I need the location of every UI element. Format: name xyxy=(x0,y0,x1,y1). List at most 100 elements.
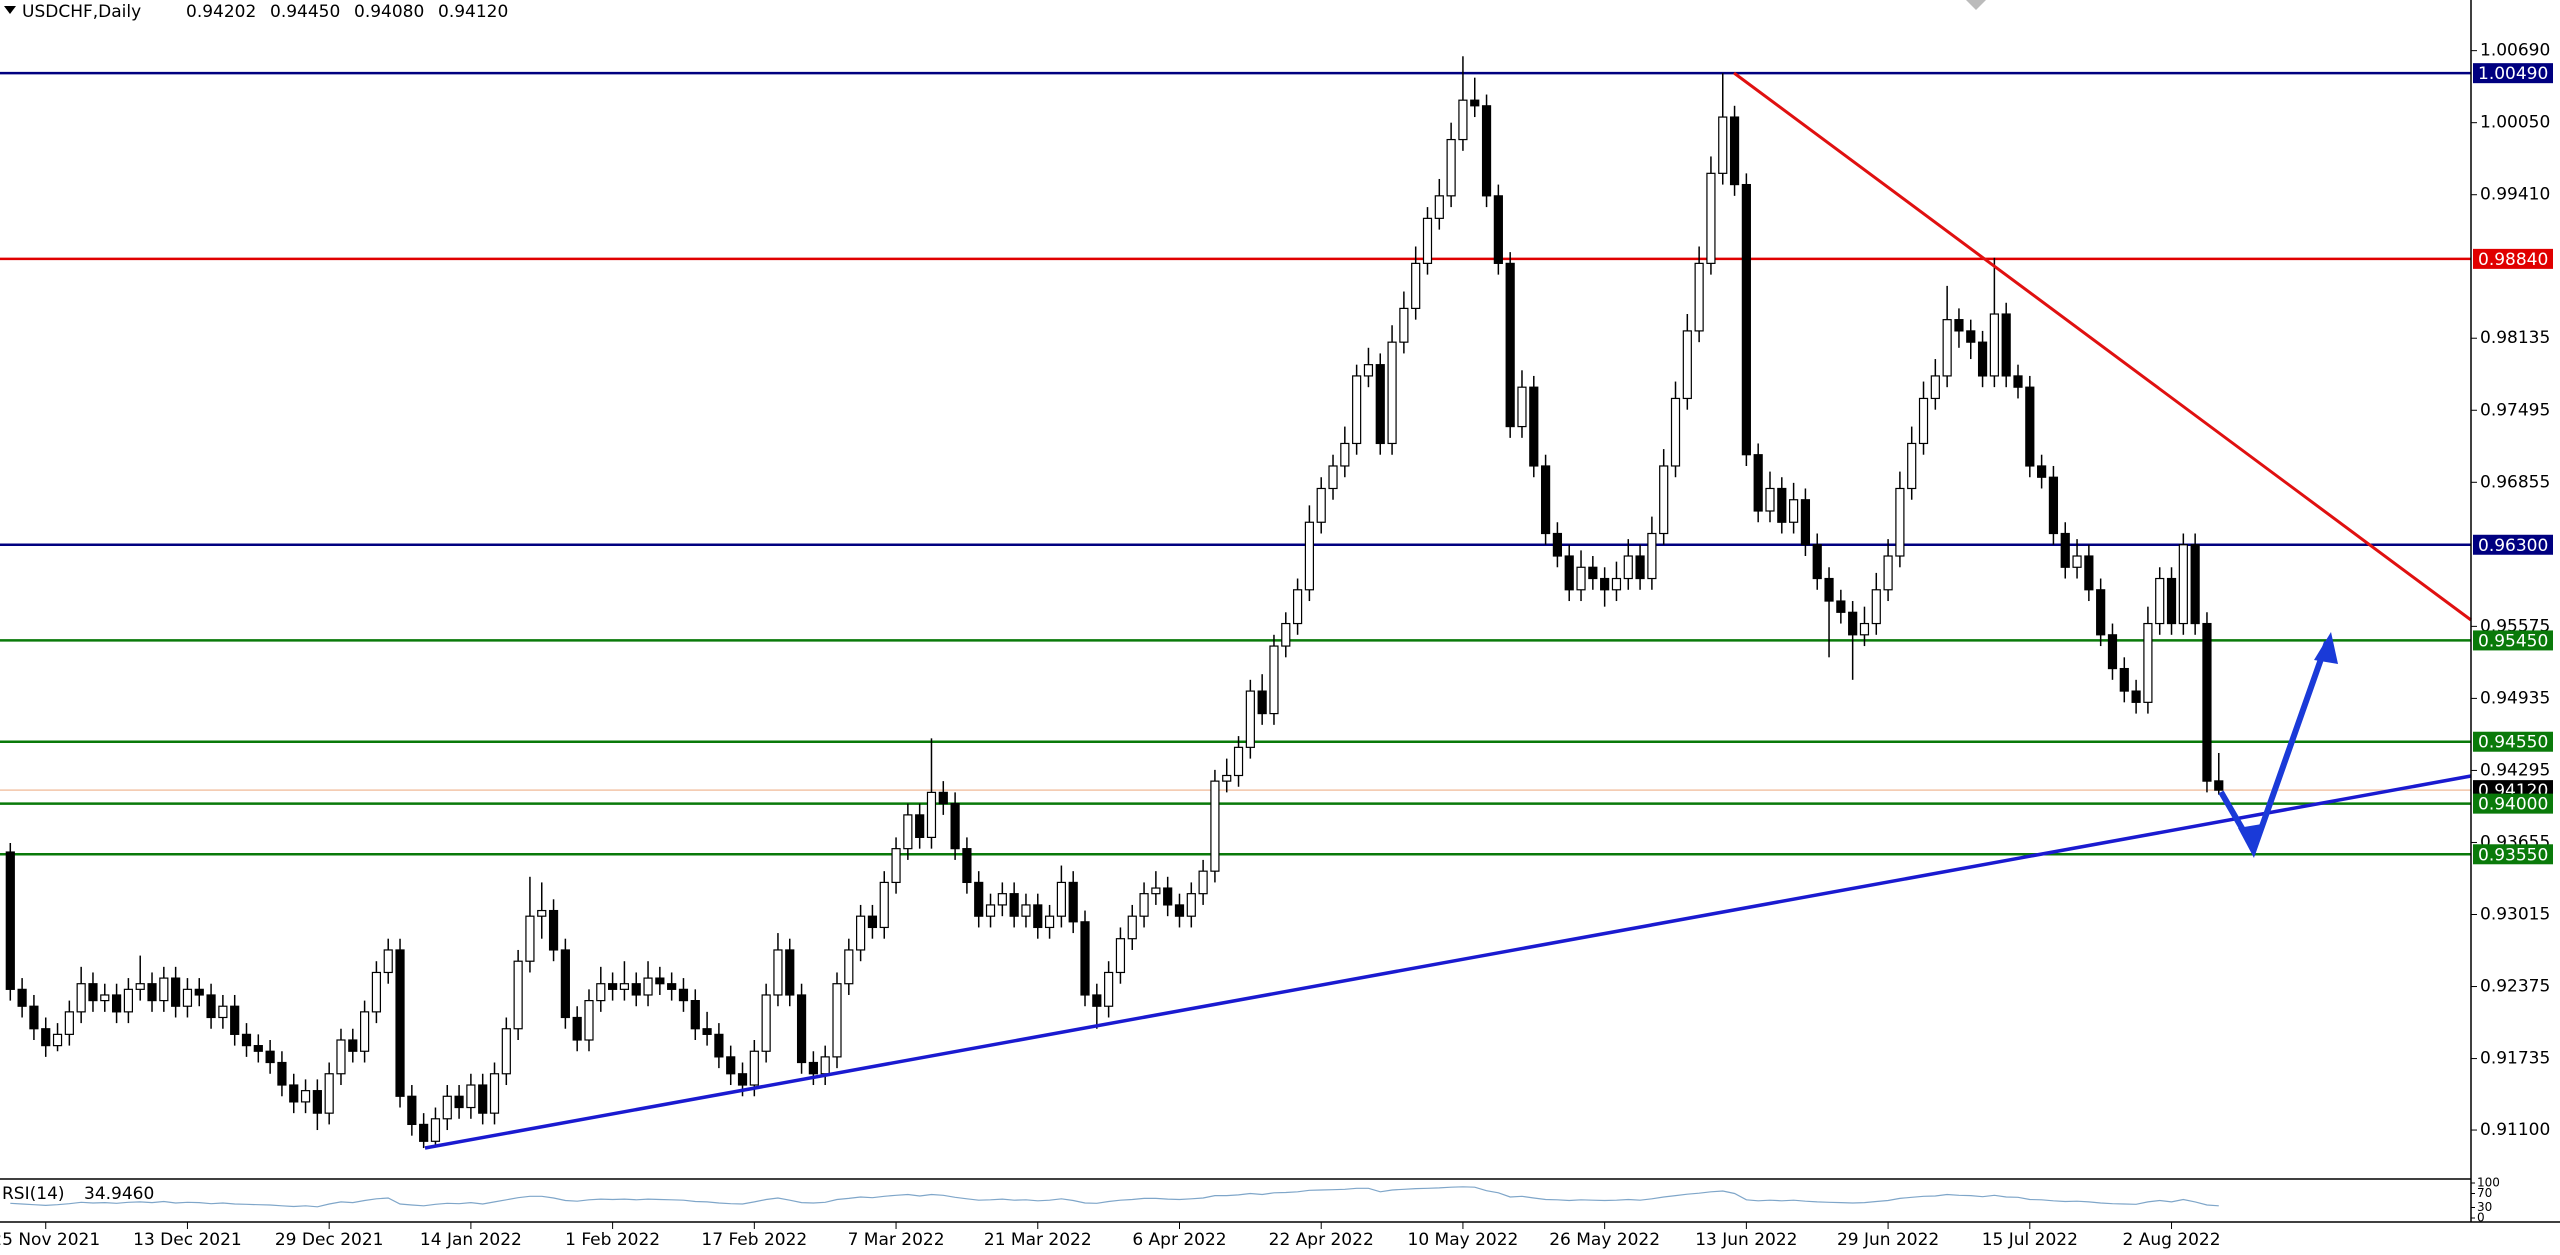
level-label: 0.96300 xyxy=(2478,536,2548,556)
support-trendline xyxy=(424,774,2472,1150)
candle-body xyxy=(1659,465,1669,535)
candle-body xyxy=(1706,172,1716,264)
candle-body xyxy=(796,994,807,1064)
candle-body xyxy=(1411,262,1421,309)
candle-body xyxy=(926,791,937,838)
candle-body xyxy=(974,881,984,917)
x-tick-label: 6 Apr 2022 xyxy=(1132,1230,1226,1250)
candle-body xyxy=(596,983,606,1002)
candle-body xyxy=(2155,577,2165,625)
candle-body xyxy=(1068,881,1078,923)
candle-body xyxy=(52,1033,63,1047)
candle-body xyxy=(76,983,86,1013)
candle-body xyxy=(2214,780,2224,791)
y-tick-label: 1.00050 xyxy=(2480,113,2550,133)
candle-body xyxy=(182,988,193,1007)
candle-body xyxy=(1966,330,1976,343)
candle-body xyxy=(442,1095,452,1120)
rsi-line xyxy=(10,1186,2219,1208)
x-tick-label: 29 Dec 2021 xyxy=(275,1230,384,1250)
level-label-box xyxy=(2473,248,2553,269)
candle-body xyxy=(1848,611,1858,636)
candle-body xyxy=(1623,555,1633,580)
candle-body xyxy=(1930,375,1940,400)
candle-body xyxy=(2119,667,2129,692)
candle-body xyxy=(1399,307,1409,343)
candle-body xyxy=(407,1095,417,1126)
menu-triangle xyxy=(4,6,16,14)
candle-body xyxy=(832,983,842,1058)
candle-body xyxy=(1163,887,1173,906)
candle-body xyxy=(41,1028,51,1047)
candle-body xyxy=(856,915,866,951)
candle-body xyxy=(1352,375,1362,445)
arrow-head xyxy=(2314,632,2338,664)
candle-body xyxy=(1907,442,1917,490)
candle-body xyxy=(1753,454,1763,512)
candle-body xyxy=(1800,499,1811,546)
y-tick-label: 0.96855 xyxy=(2480,472,2550,492)
level-label: 0.94000 xyxy=(2478,795,2548,815)
candle-body xyxy=(1316,487,1326,523)
rsi-value: 34.9460 xyxy=(84,1184,154,1204)
candle-body xyxy=(1859,622,1870,636)
candle-body xyxy=(1836,600,1846,613)
candle-body xyxy=(1540,465,1551,535)
axes: 1.00690 1.00050 0.99410 0.98135 0.97495 0.968… xyxy=(0,41,2550,1250)
candle-body xyxy=(206,994,216,1019)
candle-body xyxy=(808,1061,818,1075)
candles xyxy=(5,56,2224,1149)
candle-body xyxy=(1186,893,1196,917)
candle-body xyxy=(1115,938,1126,974)
candle-body xyxy=(324,1073,334,1114)
candle-body xyxy=(1576,566,1586,591)
candle-body xyxy=(1174,904,1185,917)
candle-body xyxy=(1257,690,1267,715)
candle-body xyxy=(584,1000,594,1041)
candle-body xyxy=(1222,774,1232,782)
candle-body xyxy=(2037,465,2047,478)
marker xyxy=(1966,0,1986,10)
candle-body xyxy=(2166,577,2177,625)
symbol-title: USDCHF,Daily xyxy=(22,2,141,22)
candle-body xyxy=(915,814,925,838)
candle-body xyxy=(950,803,960,850)
candle-body xyxy=(867,915,878,929)
candle-body xyxy=(1092,994,1102,1007)
candle-body xyxy=(714,1033,724,1058)
candle-body xyxy=(537,909,547,917)
candle-body xyxy=(17,988,27,1007)
candle-body xyxy=(1056,881,1066,917)
candle-body xyxy=(1470,99,1480,107)
candle-body xyxy=(1765,487,1775,512)
candle-body xyxy=(159,977,169,1002)
rsi-name: RSI(14) xyxy=(2,1184,65,1204)
y-tick-label: 0.94295 xyxy=(2480,760,2550,780)
candle-body xyxy=(5,851,15,990)
rsi-tick-label: 30 xyxy=(2477,1200,2492,1214)
candle-body xyxy=(1812,544,1822,580)
candle-body xyxy=(348,1039,358,1052)
candle-body xyxy=(64,1011,74,1035)
level-labels: 1.004900.988400.963000.954500.945500.941… xyxy=(2473,63,2553,865)
candle-body xyxy=(194,988,204,996)
candle-body xyxy=(1682,330,1692,400)
high-label: 0.94450 xyxy=(270,2,340,22)
candle-body xyxy=(844,949,854,985)
level-label-box xyxy=(2473,630,2553,651)
candle-body xyxy=(1942,319,1952,377)
level-label-box xyxy=(2473,534,2553,555)
candle-body xyxy=(1151,887,1161,895)
candle-body xyxy=(1080,921,1090,996)
candle-body xyxy=(1694,262,1704,332)
level-label-box xyxy=(2473,844,2553,865)
open-label: 0.94202 xyxy=(186,2,256,22)
y-tick-label: 0.98135 xyxy=(2480,328,2550,348)
candle-body xyxy=(395,949,405,1097)
candle-body xyxy=(312,1090,322,1114)
candle-body xyxy=(2001,313,2011,377)
candle-body xyxy=(1670,397,1681,467)
candle-body xyxy=(548,909,559,951)
candle-body xyxy=(1647,532,1657,580)
candle-body xyxy=(1281,622,1291,647)
